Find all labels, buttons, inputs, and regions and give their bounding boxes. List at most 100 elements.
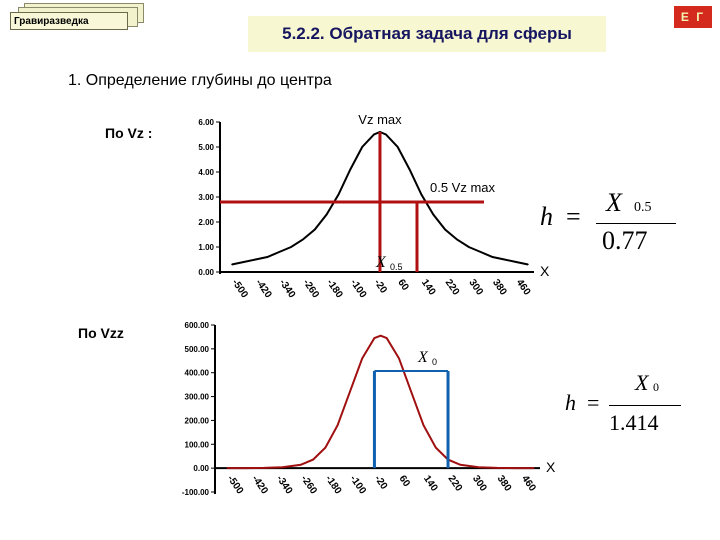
x-tick-label: -20 — [372, 277, 390, 296]
x-tick-label: -340 — [274, 474, 295, 497]
y-tick-label: 6.00 — [198, 118, 214, 127]
section-heading: 1. Определение глубины до центра — [68, 72, 332, 89]
data-point — [337, 193, 340, 196]
data-point — [491, 256, 494, 258]
data-point — [386, 337, 388, 339]
data-point — [435, 447, 437, 449]
data-point — [226, 467, 228, 469]
data-point — [278, 251, 280, 253]
y-tick-label: 200.00 — [185, 416, 210, 425]
x-tick-label: -500 — [229, 277, 250, 300]
data-point — [373, 133, 375, 136]
x-tick-label: 300 — [466, 277, 485, 297]
x-tick-label: 460 — [519, 474, 538, 494]
x-tick-label: -260 — [300, 277, 321, 300]
data-point — [290, 246, 292, 248]
y-tick-label: 2.00 — [198, 218, 214, 227]
data-point — [302, 238, 304, 241]
annotation-half: 0.5 Vz max — [430, 180, 496, 195]
y-tick-label: 300.00 — [185, 393, 210, 402]
x-tick-label: -260 — [298, 474, 319, 497]
data-point — [478, 466, 480, 468]
data-point — [533, 467, 535, 469]
y-tick-label: 500.00 — [185, 345, 210, 354]
data-point — [432, 213, 434, 216]
data-point — [397, 146, 399, 148]
slide-title: 5.2.2. Обратная задача для сферы — [248, 16, 606, 52]
data-point — [349, 391, 351, 393]
fraction-bar — [609, 405, 681, 406]
data-point — [444, 228, 446, 231]
y-tick-label: 1.00 — [198, 243, 214, 252]
y-tick-label: 600.00 — [185, 321, 210, 330]
y-tick-label: 0.00 — [193, 464, 209, 473]
x-tick-label: 300 — [470, 474, 489, 494]
x-axis-label: X — [540, 263, 550, 279]
data-point — [266, 256, 268, 258]
annotation-max: Vz max — [358, 112, 402, 127]
formula-numerator: X — [635, 370, 649, 395]
data-point — [361, 146, 363, 148]
fraction-bar — [596, 223, 676, 224]
x-tick-label: -20 — [372, 474, 390, 493]
badge-label: Гравиразведка — [10, 12, 128, 30]
x-tick-label: 140 — [419, 277, 438, 297]
formula-vz: h = X 0.5 0.77 — [540, 188, 680, 260]
formula-eq: = — [587, 390, 600, 415]
formula-vzz: h = X 0 1.414 — [565, 368, 695, 443]
y-tick-label: -100.00 — [182, 488, 210, 497]
formula-lhs: h — [540, 202, 553, 231]
x-tick-label: -100 — [347, 474, 368, 497]
data-point — [254, 258, 257, 261]
x-tick-label: 460 — [514, 277, 533, 297]
x-tick-label: -420 — [249, 474, 270, 497]
data-point — [468, 246, 470, 248]
data-point — [337, 424, 339, 426]
data-point — [459, 464, 461, 466]
series-line-2 — [227, 334, 534, 470]
data-point — [324, 447, 326, 449]
data-point — [245, 467, 247, 469]
formula-denominator: 0.77 — [602, 226, 648, 255]
data-point — [373, 337, 376, 339]
x-tick-label: 140 — [421, 474, 440, 494]
data-point — [422, 424, 425, 426]
x-axis-label: X — [546, 459, 556, 475]
data-point — [503, 258, 505, 261]
formula-denominator: 1.414 — [609, 410, 659, 435]
data-point — [281, 466, 284, 468]
data-point — [231, 263, 233, 266]
data-point — [408, 168, 411, 171]
formula-eq: = — [566, 202, 581, 231]
data-point — [527, 263, 529, 266]
formula-numerator-sub: 0.5 — [634, 200, 652, 215]
data-point — [326, 213, 328, 216]
data-point — [398, 357, 400, 359]
data-point — [300, 464, 302, 466]
annotation-x: X — [375, 254, 387, 271]
annotation-x: X — [417, 349, 429, 366]
data-point — [312, 458, 314, 461]
label-vzz: По Vzz — [78, 325, 124, 341]
data-point — [515, 261, 517, 263]
data-point — [379, 335, 382, 337]
label-vz: По Vz : — [105, 125, 153, 141]
y-tick-label: 400.00 — [185, 369, 210, 378]
annotation-x-sub: 0.5 — [390, 262, 403, 272]
data-point — [456, 238, 458, 241]
data-point — [420, 193, 423, 196]
data-point — [349, 168, 351, 171]
corner-badge: Е Г — [674, 6, 712, 28]
y-tick-label: 4.00 — [198, 168, 214, 177]
y-tick-label: 0.00 — [198, 268, 214, 277]
x-tick-label: -180 — [324, 277, 345, 300]
data-point — [361, 357, 363, 359]
x-tick-label: -500 — [225, 474, 246, 497]
formula-numerator: X — [606, 188, 622, 217]
y-tick-label: 100.00 — [185, 440, 210, 449]
data-point — [496, 467, 498, 469]
annotation-x-sub: 0 — [432, 357, 437, 367]
data-point — [410, 391, 412, 393]
x-tick-label: 220 — [443, 277, 462, 297]
